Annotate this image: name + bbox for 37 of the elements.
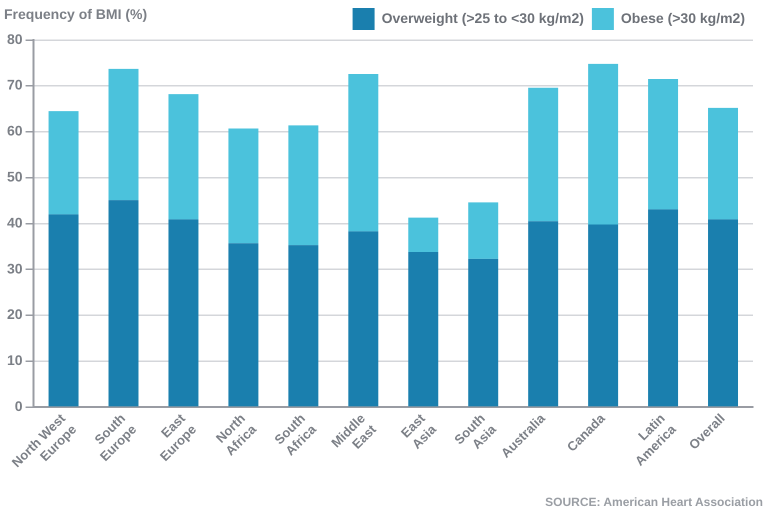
bar [648,209,678,406]
bar [348,231,378,406]
bar [288,125,318,246]
source-note: SOURCE: American Heart Association [545,495,763,509]
bar [528,221,558,406]
bar [408,218,438,252]
bar [108,68,138,200]
bar [228,243,258,406]
bar [48,214,79,406]
bar [468,258,498,406]
y-tick-label: 20 [6,306,23,322]
y-tick-label: 10 [6,352,23,368]
bar [408,252,438,406]
bar [288,245,318,406]
y-tick-label: 30 [6,260,23,276]
legend-label: Obese (>30 kg/m2) [620,10,746,26]
bar [108,200,138,406]
y-axis-title: Frequency of BMI (%) [4,6,148,22]
bar [528,88,558,222]
legend-label: Overweight (>25 to <30 kg/m2) [382,10,584,26]
bar [648,79,678,210]
y-tick-label: 40 [6,214,23,230]
bar [168,94,198,220]
bar [48,111,79,214]
bar [588,64,618,224]
bar [708,108,738,220]
y-tick-label: 70 [6,76,23,93]
y-tick-label: 50 [6,168,23,185]
bar [348,74,378,232]
bar [228,128,258,244]
y-tick-label: 0 [14,398,23,414]
bar [468,202,498,259]
bar [588,224,618,406]
bar [708,219,738,406]
bar [168,219,198,406]
y-tick-label: 80 [6,30,23,47]
y-tick-label: 60 [6,122,23,139]
